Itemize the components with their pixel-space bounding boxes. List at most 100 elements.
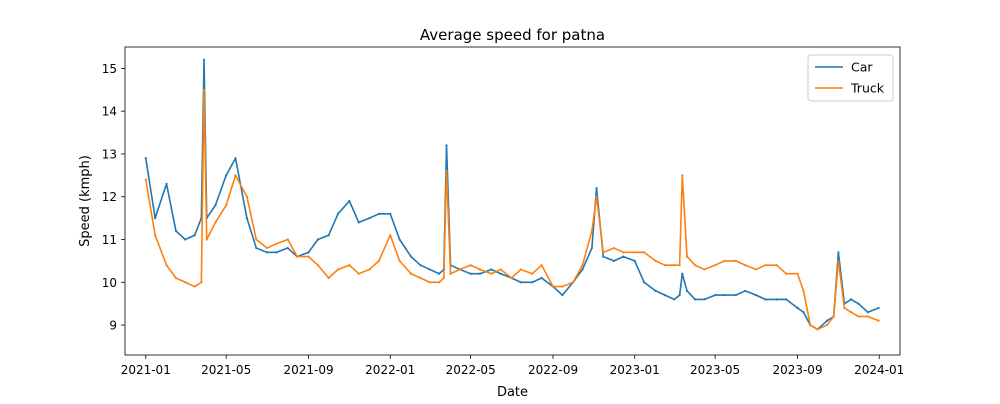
plot-area xyxy=(144,58,880,331)
data-point-car xyxy=(877,306,880,310)
data-point-truck xyxy=(633,251,636,254)
data-point-car xyxy=(612,259,616,262)
data-point-truck xyxy=(234,174,237,177)
data-point-truck xyxy=(214,221,217,224)
x-tick-label: 2021-01 xyxy=(121,363,171,377)
data-point-car xyxy=(225,174,228,177)
legend-label-car: Car xyxy=(851,60,873,75)
data-point-truck xyxy=(744,264,747,267)
data-point-truck xyxy=(796,272,799,275)
data-point-car xyxy=(734,294,737,297)
data-point-truck xyxy=(458,268,462,271)
data-point-truck xyxy=(275,242,278,245)
data-point-car xyxy=(857,302,860,305)
data-point-car xyxy=(469,272,472,275)
data-point-truck xyxy=(843,306,846,310)
data-point-truck xyxy=(225,204,228,207)
data-point-truck xyxy=(816,328,819,331)
data-point-car xyxy=(144,157,147,160)
data-point-truck xyxy=(265,246,269,250)
data-point-truck xyxy=(681,174,684,177)
data-point-car xyxy=(327,234,330,237)
data-point-car xyxy=(685,289,689,292)
data-point-car xyxy=(643,281,646,284)
data-point-truck xyxy=(561,285,564,288)
data-point-car xyxy=(265,251,269,254)
data-point-truck xyxy=(449,272,452,275)
data-point-car xyxy=(825,319,829,322)
data-point-car xyxy=(184,238,187,241)
data-point-truck xyxy=(316,264,320,267)
x-tick-label: 2023-05 xyxy=(690,363,740,377)
data-point-car xyxy=(802,311,805,314)
data-point-truck xyxy=(200,281,203,284)
x-tick-label: 2024-01 xyxy=(854,363,904,377)
data-point-truck xyxy=(723,259,726,262)
data-point-car xyxy=(714,294,717,297)
data-point-car xyxy=(663,294,666,297)
data-point-truck xyxy=(622,251,625,254)
data-point-car xyxy=(255,246,258,250)
plot-frame xyxy=(124,46,901,356)
data-point-car xyxy=(678,294,681,297)
data-point-car xyxy=(561,294,564,297)
data-point-truck xyxy=(205,238,208,241)
data-point-car xyxy=(154,217,157,220)
data-point-car xyxy=(286,246,289,250)
data-point-truck xyxy=(499,268,502,271)
data-point-truck xyxy=(409,272,413,275)
data-point-truck xyxy=(837,259,840,262)
data-point-truck xyxy=(581,264,584,267)
data-point-truck xyxy=(785,272,788,275)
data-point-truck xyxy=(174,276,178,280)
data-point-truck xyxy=(348,264,351,267)
data-point-car xyxy=(357,221,360,224)
data-point-car xyxy=(764,298,767,301)
y-tick-label: 13 xyxy=(102,147,117,161)
data-point-car xyxy=(377,212,380,215)
data-point-truck xyxy=(490,272,493,275)
data-point-truck xyxy=(442,276,445,280)
series-line-car xyxy=(144,59,879,331)
data-point-truck xyxy=(673,264,676,267)
data-point-car xyxy=(590,246,593,250)
data-point-truck xyxy=(357,272,360,275)
data-point-truck xyxy=(540,264,543,267)
data-point-truck xyxy=(193,285,196,288)
data-point-car xyxy=(438,272,441,275)
data-point-car xyxy=(581,268,584,271)
data-point-car xyxy=(796,306,799,310)
y-tick-label: 12 xyxy=(102,190,117,204)
x-tick-label: 2021-09 xyxy=(283,363,333,377)
data-point-truck xyxy=(389,234,392,237)
data-point-car xyxy=(602,255,605,258)
data-point-truck xyxy=(703,268,706,271)
data-point-truck xyxy=(643,251,646,254)
data-point-car xyxy=(307,251,310,254)
data-point-truck xyxy=(510,276,513,280)
data-point-truck xyxy=(595,195,598,198)
data-point-car xyxy=(654,289,657,292)
y-tick-label: 10 xyxy=(102,276,117,290)
data-point-truck xyxy=(809,323,812,327)
data-point-car xyxy=(245,217,249,220)
data-point-truck xyxy=(398,259,401,262)
x-tick-label: 2021-05 xyxy=(201,363,251,377)
data-point-car xyxy=(368,217,371,220)
y-tick-label: 14 xyxy=(102,105,117,119)
data-point-truck xyxy=(714,264,717,267)
data-point-car xyxy=(409,255,413,258)
data-point-car xyxy=(202,58,206,61)
data-point-car xyxy=(445,144,448,147)
data-point-car xyxy=(837,251,840,254)
data-point-car xyxy=(540,276,543,280)
data-point-truck xyxy=(519,268,522,271)
data-point-truck xyxy=(165,264,168,267)
data-point-truck xyxy=(866,315,869,318)
x-tick-label: 2023-01 xyxy=(610,363,660,377)
data-point-truck xyxy=(877,319,880,322)
data-point-truck xyxy=(850,311,853,314)
data-point-car xyxy=(866,311,869,314)
data-point-truck xyxy=(693,264,697,267)
data-point-car xyxy=(165,182,168,185)
